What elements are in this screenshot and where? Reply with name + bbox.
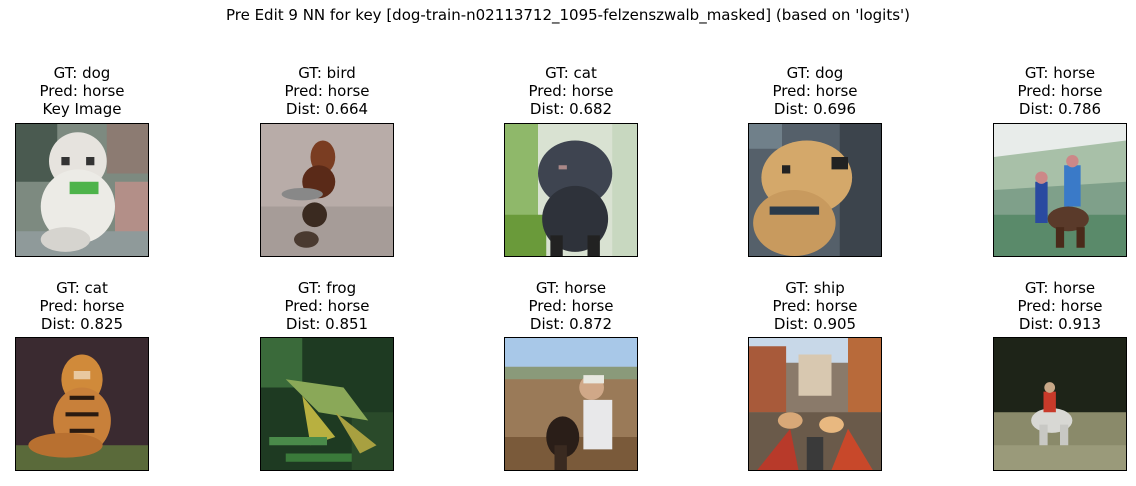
distance-label: Dist: 0.696 [773, 100, 857, 118]
thumbnail-image [993, 123, 1127, 257]
distance-label: Dist: 0.913 [1018, 315, 1102, 333]
distance-label: Dist: 0.851 [285, 315, 369, 333]
gt-label: GT: bird [298, 64, 356, 82]
gt-label: GT: horse [1024, 279, 1096, 297]
thumbnail-image [15, 337, 149, 471]
pred-label: Pred: horse [39, 82, 125, 100]
pred-label: Pred: horse [528, 82, 614, 100]
gt-label: GT: cat [545, 64, 597, 82]
pred-label: Pred: horse [772, 297, 858, 315]
gt-label: GT: frog [297, 279, 357, 297]
distance-label: Dist: 0.872 [529, 315, 613, 333]
pred-label: Pred: horse [284, 297, 370, 315]
distance-label: Dist: 0.682 [529, 100, 613, 118]
pred-label: Pred: horse [1017, 297, 1103, 315]
key-image-label: Key Image [42, 100, 122, 118]
thumbnail-image [993, 337, 1127, 471]
pred-label: Pred: horse [284, 82, 370, 100]
gt-label: GT: dog [786, 64, 844, 82]
thumbnail-image [260, 123, 394, 257]
thumbnail-image [260, 337, 394, 471]
thumbnail-image [748, 123, 882, 257]
figure-title: Pre Edit 9 NN for key [dog-train-n021137… [225, 6, 911, 24]
pred-label: Pred: horse [39, 297, 125, 315]
gt-label: GT: ship [785, 279, 845, 297]
thumbnail-image [504, 337, 638, 471]
distance-label: Dist: 0.905 [773, 315, 857, 333]
gt-label: GT: horse [1024, 64, 1096, 82]
pred-label: Pred: horse [528, 297, 614, 315]
gt-label: GT: cat [56, 279, 108, 297]
pred-label: Pred: horse [1017, 82, 1103, 100]
thumbnail-image [748, 337, 882, 471]
distance-label: Dist: 0.786 [1018, 100, 1102, 118]
distance-label: Dist: 0.664 [285, 100, 369, 118]
gt-label: GT: horse [535, 279, 607, 297]
pred-label: Pred: horse [772, 82, 858, 100]
thumbnail-image [15, 123, 149, 257]
gt-label: GT: dog [53, 64, 111, 82]
distance-label: Dist: 0.825 [40, 315, 124, 333]
thumbnail-image [504, 123, 638, 257]
